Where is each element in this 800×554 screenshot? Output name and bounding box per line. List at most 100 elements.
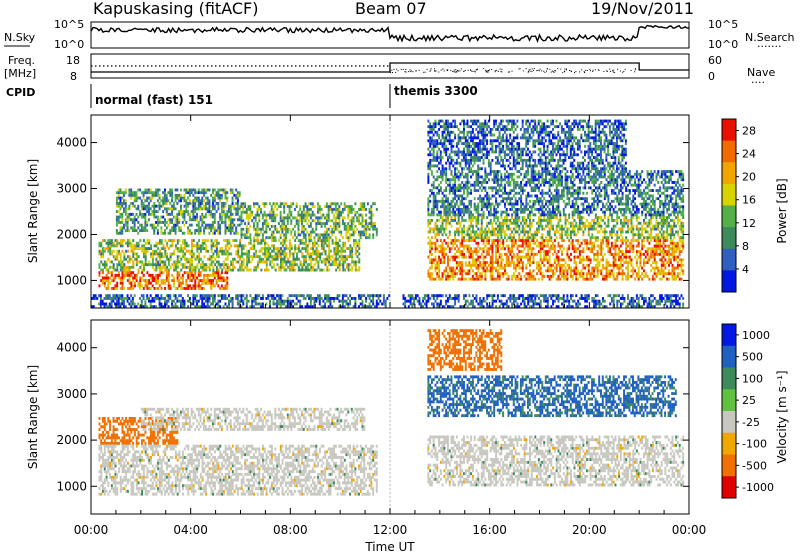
range-time-cell: [527, 252, 530, 256]
range-time-cell: [222, 287, 225, 290]
range-time-cell: [639, 233, 642, 237]
range-time-cell: [555, 216, 558, 219]
range-time-cell: [98, 284, 101, 288]
range-time-cell: [187, 276, 190, 280]
range-time-cell: [489, 258, 492, 262]
range-time-cell: [594, 252, 597, 256]
range-time-cell: [128, 302, 131, 306]
range-time-cell: [366, 236, 369, 240]
range-time-cell: [196, 302, 198, 306]
range-time-cell: [292, 294, 295, 298]
range-time-cell: [318, 236, 321, 240]
range-time-cell: [489, 221, 492, 225]
range-time-cell: [311, 305, 314, 308]
range-time-cell: [283, 257, 286, 261]
range-time-cell: [100, 241, 103, 245]
range-time-cell: [614, 219, 617, 222]
range-time-cell: [157, 241, 160, 245]
range-time-cell: [644, 230, 647, 234]
range-time-cell: [504, 272, 506, 276]
range-time-cell: [616, 244, 619, 248]
range-time-cell: [614, 250, 617, 253]
range-time-cell: [480, 221, 483, 225]
range-time-cell: [313, 268, 316, 272]
range-time-cell: [457, 227, 460, 231]
range-time-cell: [123, 268, 126, 272]
range-time-cell: [176, 247, 179, 250]
range-time-cell: [564, 230, 567, 234]
range-time-cell: [505, 263, 508, 267]
range-time-cell: [484, 269, 487, 273]
range-time-cell: [304, 268, 307, 272]
range-time-cell: [312, 249, 314, 253]
range-time-cell: [224, 223, 227, 227]
range-time-cell: [232, 268, 234, 272]
range-time-cell: [496, 277, 499, 281]
range-time-cell: [568, 247, 571, 251]
range-time-cell: [117, 302, 120, 306]
range-time-cell: [682, 272, 685, 276]
range-time-cell: [651, 216, 654, 219]
range-time-cell: [625, 219, 628, 222]
range-time-cell: [607, 236, 610, 240]
range-time-cell: [151, 273, 154, 277]
range-time-cell: [573, 219, 576, 222]
range-time-cell: [99, 297, 102, 300]
range-time-cell: [651, 261, 654, 264]
range-time-cell: [315, 247, 318, 250]
range-time-cell: [162, 263, 165, 267]
range-time-cell: [206, 279, 209, 282]
range-time-cell: [539, 269, 542, 273]
range-time-cell: [668, 258, 670, 262]
range-time-cell: [329, 263, 332, 267]
range-time-cell: [173, 239, 176, 242]
range-time-cell: [482, 263, 485, 267]
range-time-cell: [191, 255, 193, 259]
range-time-cell: [131, 226, 134, 230]
range-time-cell: [660, 272, 663, 276]
range-time-cell: [495, 216, 498, 219]
range-time-cell: [98, 273, 101, 277]
range-time-cell: [144, 226, 147, 230]
range-time-cell: [146, 287, 149, 290]
range-time-cell: [653, 252, 656, 256]
range-time-cell: [516, 261, 519, 264]
range-time-cell: [580, 269, 583, 273]
range-time-cell: [430, 266, 433, 270]
range-time-cell: [493, 216, 496, 219]
range-time-cell: [176, 279, 179, 282]
range-time-cell: [295, 219, 298, 223]
range-time-cell: [249, 255, 252, 259]
range-time-cell: [107, 257, 110, 261]
range-time-cell: [349, 252, 352, 256]
range-time-cell: [164, 196, 166, 200]
range-time-cell: [144, 207, 147, 211]
range-time-cell: [155, 297, 158, 300]
range-time-cell: [614, 258, 617, 262]
range-time-cell: [210, 244, 213, 248]
range-time-cell: [559, 272, 562, 276]
range-time-cell: [621, 236, 624, 240]
range-time-cell: [448, 247, 451, 251]
range-time-cell: [214, 257, 217, 261]
range-time-cell: [180, 302, 182, 306]
range-time-cell: [347, 230, 350, 234]
range-time-cell: [240, 268, 243, 272]
range-time-cell: [198, 252, 201, 256]
range-time-cell: [115, 221, 118, 224]
range-time-cell: [666, 252, 669, 256]
range-time-cell: [655, 219, 658, 222]
range-time-cell: [427, 272, 430, 276]
range-time-cell: [340, 233, 343, 237]
range-time-cell: [191, 241, 193, 245]
range-time-cell: [201, 218, 204, 222]
range-time-cell: [270, 208, 273, 211]
range-time-cell: [297, 249, 300, 253]
range-time-cell: [331, 227, 334, 231]
range-time-cell: [548, 233, 551, 237]
range-time-cell: [603, 252, 606, 256]
range-time-cell: [514, 269, 517, 273]
range-time-cell: [133, 221, 136, 224]
range-time-cell: [235, 231, 238, 235]
range-time-cell: [610, 244, 613, 248]
